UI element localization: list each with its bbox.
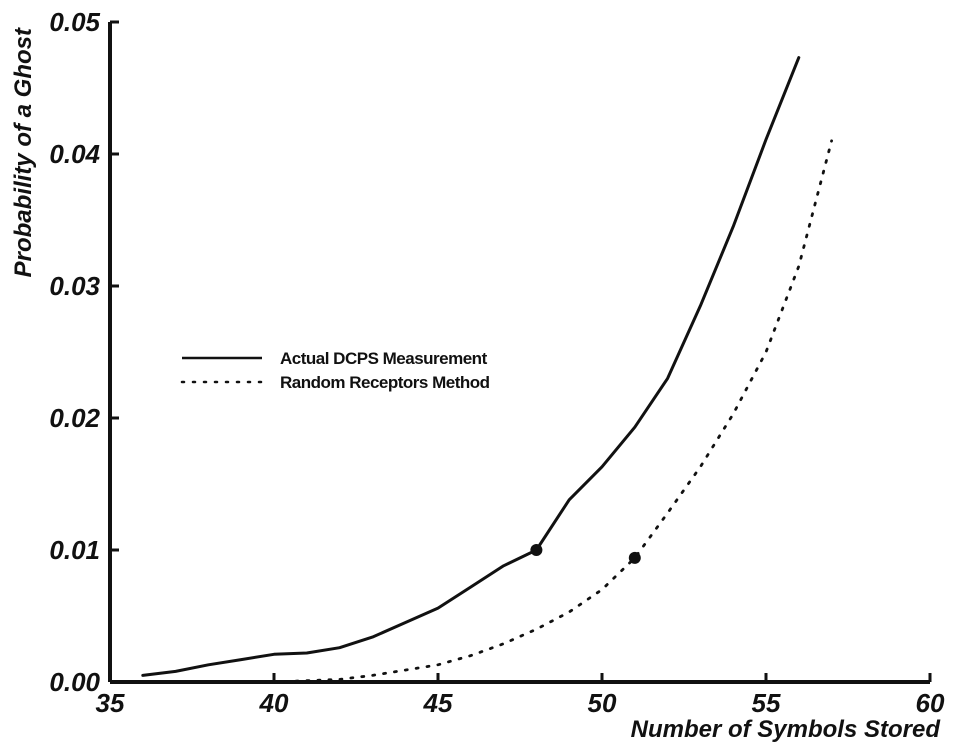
x-axis-title: Number of Symbols Stored — [631, 716, 942, 743]
y-tick-label-2: 0.02 — [49, 403, 100, 433]
series-1-marker-0 — [628, 551, 641, 564]
y-tick-label-1: 0.01 — [49, 535, 100, 565]
x-tick-label-0: 35 — [96, 688, 125, 718]
y-tick-label-5: 0.05 — [49, 7, 100, 37]
legend-label-random-receptors: Random Receptors Method — [280, 373, 490, 392]
series-layer — [141, 56, 833, 684]
legend-label-actual-dcps: Actual DCPS Measurement — [280, 349, 488, 368]
axes — [108, 22, 930, 684]
series-line-0 — [141, 56, 801, 677]
legend: Actual DCPS Measurement Random Receptors… — [180, 349, 490, 392]
y-tick-label-0: 0.00 — [49, 667, 100, 697]
x-ticks: 35 40 45 50 55 60 — [96, 673, 945, 718]
x-tick-label-4: 55 — [752, 688, 781, 718]
y-axis-title: Probability of a Ghost — [10, 27, 37, 277]
y-tick-label-4: 0.04 — [49, 139, 100, 169]
y-tick-label-3: 0.03 — [49, 271, 100, 301]
x-tick-label-5: 60 — [916, 688, 945, 718]
x-tick-label-1: 40 — [259, 688, 289, 718]
series-0-marker-0 — [530, 544, 543, 556]
x-tick-label-3: 50 — [588, 688, 617, 718]
y-ticks: 0.00 0.01 0.02 0.03 0.04 0.05 — [49, 7, 119, 697]
series-line-1 — [272, 139, 833, 684]
x-tick-label-2: 45 — [423, 688, 453, 718]
